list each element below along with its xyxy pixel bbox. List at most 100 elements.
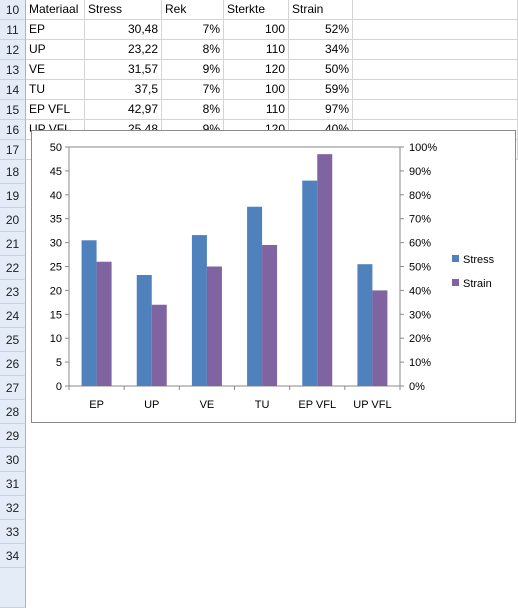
cell[interactable]: 8%: [162, 40, 224, 60]
row-header[interactable]: 18: [0, 160, 26, 184]
y-right-tick-label: 0%: [409, 381, 425, 393]
row-header[interactable]: 13: [0, 60, 26, 80]
y-left-tick-label: 0: [56, 381, 62, 393]
y-right-tick-label: 100%: [409, 142, 437, 154]
cell[interactable]: 100: [224, 20, 289, 40]
x-tick-label: UP VFL: [353, 399, 391, 411]
y-right-tick-label: 20%: [409, 333, 431, 345]
row-header[interactable]: 31: [0, 472, 26, 496]
cell[interactable]: 37,5: [85, 80, 162, 100]
cell[interactable]: [353, 80, 518, 100]
row-header[interactable]: 19: [0, 184, 26, 208]
cell[interactable]: Materiaal: [26, 0, 85, 20]
row-header[interactable]: 27: [0, 376, 26, 400]
x-tick-label: VE: [200, 399, 215, 411]
row-header[interactable]: 16: [0, 120, 26, 140]
cell[interactable]: 30,48: [85, 20, 162, 40]
y-left-tick-label: 45: [50, 166, 62, 178]
cell[interactable]: Stress: [85, 0, 162, 20]
row-header[interactable]: 14: [0, 80, 26, 100]
bar-stress: [357, 264, 373, 386]
cell[interactable]: Rek: [162, 0, 224, 20]
cell[interactable]: 50%: [289, 60, 353, 80]
cell[interactable]: 31,57: [85, 60, 162, 80]
bar-strain: [96, 261, 112, 386]
x-tick-label: TU: [255, 399, 270, 411]
cell[interactable]: [353, 100, 518, 120]
row-header[interactable]: 34: [0, 544, 26, 568]
cell[interactable]: 34%: [289, 40, 353, 60]
row-header[interactable]: 10: [0, 0, 26, 20]
cell[interactable]: 42,97: [85, 100, 162, 120]
y-left-tick-label: 30: [50, 238, 62, 250]
row-header[interactable]: 30: [0, 448, 26, 472]
row-header[interactable]: 25: [0, 328, 26, 352]
legend-swatch-strain: [452, 279, 459, 286]
row-header[interactable]: 12: [0, 40, 26, 60]
row-header[interactable]: 23: [0, 280, 26, 304]
cell[interactable]: 97%: [289, 100, 353, 120]
cell[interactable]: TU: [26, 80, 85, 100]
cell[interactable]: [353, 60, 518, 80]
row-header[interactable]: 11: [0, 20, 26, 40]
y-right-tick-label: 30%: [409, 309, 431, 321]
bar-strain: [206, 266, 222, 386]
row-header[interactable]: 15: [0, 100, 26, 120]
cell[interactable]: [353, 40, 518, 60]
cell[interactable]: 7%: [162, 80, 224, 100]
row-header[interactable]: 21: [0, 232, 26, 256]
y-right-tick-label: 70%: [409, 214, 431, 226]
y-right-tick-label: 10%: [409, 357, 431, 369]
cell[interactable]: 52%: [289, 20, 353, 40]
cell[interactable]: 9%: [162, 60, 224, 80]
y-right-tick-label: 60%: [409, 238, 431, 250]
cell[interactable]: 59%: [289, 80, 353, 100]
cell[interactable]: [353, 0, 518, 20]
bar-strain: [262, 244, 278, 386]
x-tick-label: UP: [144, 399, 159, 411]
row-header[interactable]: [0, 568, 26, 608]
row-header[interactable]: 33: [0, 520, 26, 544]
cell[interactable]: 110: [224, 100, 289, 120]
bar-stress: [302, 180, 318, 386]
cell[interactable]: Sterkte: [224, 0, 289, 20]
row-header[interactable]: 24: [0, 304, 26, 328]
row-header[interactable]: 32: [0, 496, 26, 520]
y-left-tick-label: 35: [50, 214, 62, 226]
cell[interactable]: [353, 20, 518, 40]
combo-bar-chart[interactable]: 0 5 10 15 20 25 30 35 40 45 50 0% 10% 20% 30% 40% 50% 60%…: [31, 130, 516, 423]
y-left-tick-label: 15: [50, 309, 62, 321]
bar-strain: [372, 290, 388, 386]
legend-label-stress: Stress: [463, 254, 495, 266]
cell[interactable]: 110: [224, 40, 289, 60]
bar-stress: [136, 275, 152, 386]
plot-area: [68, 146, 401, 387]
chart-canvas: 0 5 10 15 20 25 30 35 40 45 50 0% 10% 20% 30% 40% 50% 60%…: [50, 142, 495, 411]
row-header[interactable]: 26: [0, 352, 26, 376]
bar-stress: [191, 235, 207, 386]
y-left-tick-label: 10: [50, 333, 62, 345]
row-header[interactable]: 28: [0, 400, 26, 424]
cell[interactable]: 23,22: [85, 40, 162, 60]
cell[interactable]: VE: [26, 60, 85, 80]
row-header[interactable]: 29: [0, 424, 26, 448]
y-left-tick-label: 5: [56, 357, 62, 369]
cell[interactable]: EP VFL: [26, 100, 85, 120]
cell[interactable]: 120: [224, 60, 289, 80]
cell[interactable]: 7%: [162, 20, 224, 40]
row-header[interactable]: 22: [0, 256, 26, 280]
cell[interactable]: Strain: [289, 0, 353, 20]
bar-stress: [247, 206, 263, 386]
y-right-tick-label: 40%: [409, 285, 431, 297]
y-right-tick-label: 80%: [409, 190, 431, 202]
y-left-tick-label: 50: [50, 142, 62, 154]
cell[interactable]: UP: [26, 40, 85, 60]
cell[interactable]: 8%: [162, 100, 224, 120]
y-left-tick-label: 25: [50, 262, 62, 274]
row-header[interactable]: 20: [0, 208, 26, 232]
cell[interactable]: 100: [224, 80, 289, 100]
cell[interactable]: EP: [26, 20, 85, 40]
y-left-tick-label: 40: [50, 190, 62, 202]
y-right-tick-label: 50%: [409, 262, 431, 274]
row-header[interactable]: 17: [0, 140, 26, 160]
